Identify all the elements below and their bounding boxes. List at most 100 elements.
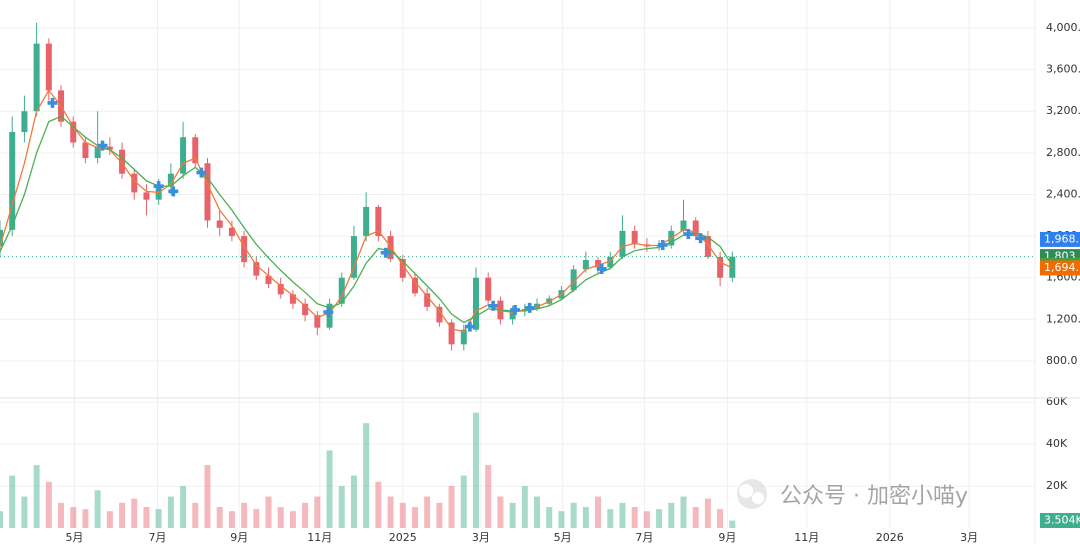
price-label-box <box>1040 231 1080 247</box>
volume-bar <box>680 496 687 528</box>
candle-body <box>265 275 272 284</box>
price-label: 1,968. <box>1044 232 1079 245</box>
volume-bar <box>58 502 65 528</box>
signal-marker <box>464 321 475 332</box>
volume-bar <box>558 511 565 528</box>
signal-marker <box>323 307 334 318</box>
volume-label-box <box>1040 513 1080 528</box>
signal-marker <box>695 233 706 244</box>
volume-bar <box>277 507 284 528</box>
volume-bar <box>0 511 3 528</box>
signal-marker <box>524 302 535 313</box>
candle-body <box>375 206 382 237</box>
candle-body <box>9 132 16 230</box>
volume-bar <box>119 502 126 528</box>
candle-body <box>460 329 467 345</box>
volume-bar <box>424 496 431 528</box>
volume-bar <box>643 511 650 528</box>
signal-marker <box>488 300 499 311</box>
candle-body <box>204 163 211 221</box>
volume-bar <box>338 486 345 528</box>
candle-body <box>729 256 736 278</box>
volume-bar <box>155 509 162 528</box>
candle-body <box>570 269 577 291</box>
candle-body <box>363 206 370 237</box>
candle-body <box>119 149 126 174</box>
watermark: 公众号 · 加密小喵y <box>737 479 968 509</box>
watermark-text: 公众号 · 加密小喵y <box>780 484 968 509</box>
volume-bar <box>411 507 418 528</box>
candle-body <box>338 277 345 304</box>
candle-body <box>424 293 431 307</box>
signal-marker <box>47 97 58 108</box>
candle-body <box>33 43 40 112</box>
volume-tick-label: 40K <box>1046 437 1068 450</box>
x-tick-label: 5月 <box>554 531 572 544</box>
volume-bar <box>33 465 40 528</box>
volume-bar <box>704 498 711 528</box>
candle-body <box>289 294 296 304</box>
volume-bar <box>302 502 309 528</box>
volume-bar <box>131 498 138 528</box>
candle-body <box>45 43 52 91</box>
candle-body <box>21 111 28 133</box>
candle-body <box>692 220 699 237</box>
candle-body <box>180 137 187 174</box>
ma-line <box>0 115 733 324</box>
volume-bar <box>241 502 248 528</box>
y-tick-label: 4,000.0 <box>1046 21 1080 34</box>
volume-bar <box>45 481 52 528</box>
volume-tick-label: 20K <box>1046 479 1068 492</box>
candle-body <box>216 220 223 228</box>
volume-bar <box>204 465 211 528</box>
volume-bar <box>192 502 199 528</box>
signal-marker <box>510 304 521 315</box>
x-tick-label: 5月 <box>65 531 83 544</box>
ma-line <box>0 89 733 333</box>
candle-body <box>399 258 406 278</box>
volume-bar <box>350 475 357 528</box>
candle-body <box>448 322 455 345</box>
volume-bar <box>436 502 443 528</box>
x-tick-label: 9月 <box>230 531 248 544</box>
volume-bar <box>265 496 272 528</box>
candle-body <box>411 277 418 294</box>
candle-body <box>607 256 614 268</box>
candle-body <box>241 236 248 263</box>
volume-bar <box>534 496 541 528</box>
signal-marker <box>196 167 207 178</box>
volume-bar <box>289 511 296 528</box>
candle-body <box>595 260 602 268</box>
candle-body <box>485 277 492 301</box>
x-tick-label: 9月 <box>718 531 736 544</box>
volume-bar <box>546 507 553 528</box>
volume-bar <box>363 423 370 528</box>
volume-bar <box>180 486 187 528</box>
y-tick-label: 2,400.0 <box>1046 187 1080 200</box>
candle-body <box>473 277 480 330</box>
volume-bar <box>314 496 321 528</box>
x-tick-label: 3月 <box>472 531 490 544</box>
candle-body <box>509 311 516 320</box>
volume-bar <box>619 502 626 528</box>
volume-bar <box>668 502 675 528</box>
candle-body <box>131 173 138 193</box>
candle-body <box>704 236 711 257</box>
candle-body <box>582 260 589 270</box>
volume-bar <box>228 511 235 528</box>
candle-body <box>350 236 357 278</box>
volume-bar <box>9 475 16 528</box>
volume-bar <box>448 486 455 528</box>
candle-body <box>192 137 199 164</box>
x-tick-label: 11月 <box>307 531 332 544</box>
volume-bar <box>631 507 638 528</box>
price-label: 1,694. <box>1044 261 1079 274</box>
signal-marker <box>153 181 164 192</box>
volume-bar <box>509 502 516 528</box>
price-label-box <box>1040 260 1080 276</box>
signal-marker <box>97 140 108 151</box>
signal-marker <box>596 263 607 274</box>
y-tick-label: 1,200.0 <box>1046 312 1080 325</box>
volume-bar <box>387 496 394 528</box>
